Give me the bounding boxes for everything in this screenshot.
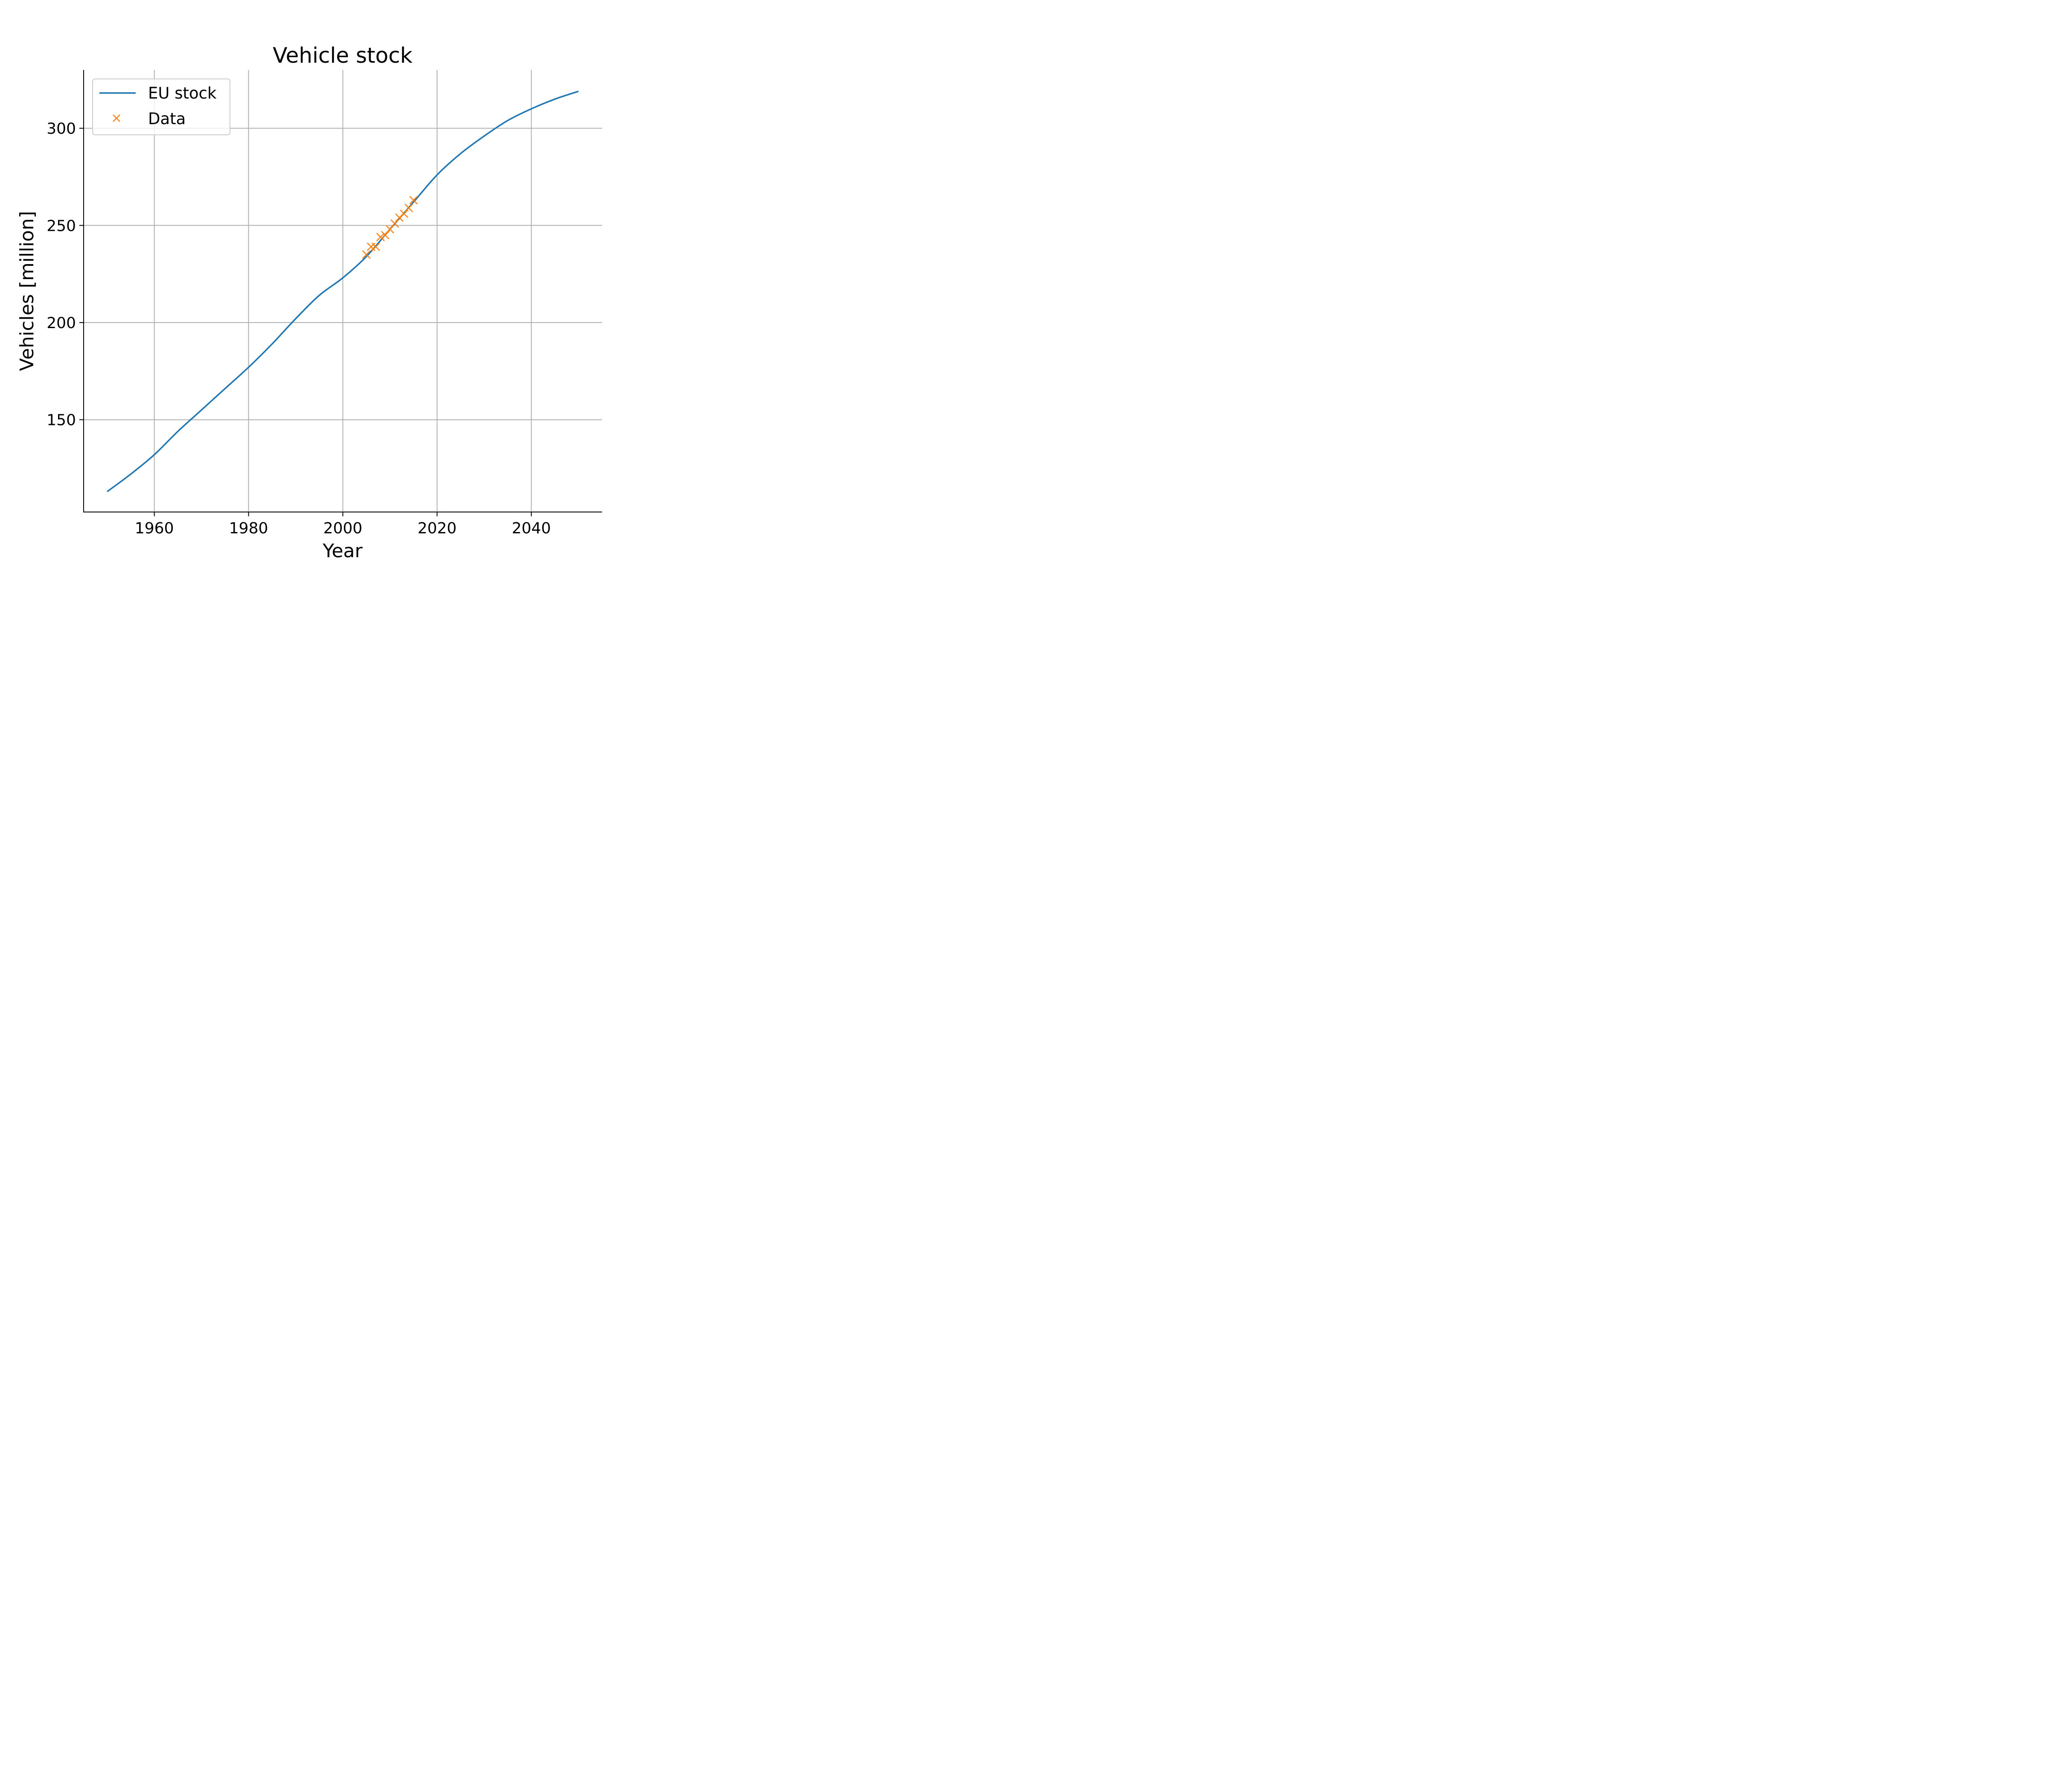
data-point-marker [362, 250, 371, 259]
legend: EU stock Data [92, 79, 230, 135]
data-point-marker [404, 204, 413, 212]
y-tick-label: 300 [47, 120, 76, 138]
y-axis-label: Vehicles [million] [16, 211, 38, 371]
x-tick-label: 1960 [135, 520, 174, 537]
data-point-marker [381, 231, 390, 239]
series-line-eu-stock [107, 90, 579, 492]
x-tick-label: 2040 [512, 520, 551, 537]
legend-label-data: Data [148, 110, 186, 128]
axis-ticks: 1960 1980 2000 2020 2040 150 200 250 300 [47, 120, 551, 537]
x-tick-label: 2020 [418, 520, 457, 537]
grid [84, 70, 602, 512]
x-tick-label: 2000 [323, 520, 363, 537]
y-tick-label: 200 [47, 314, 76, 332]
plot-area [107, 90, 579, 492]
y-tick-label: 150 [47, 412, 76, 429]
data-point-marker [386, 225, 394, 234]
chart: 1960 1980 2000 2020 2040 150 200 250 300 Vehicle… [16, 43, 602, 562]
chart-title: Vehicle stock [273, 43, 412, 68]
x-tick-label: 1980 [229, 520, 268, 537]
data-point-marker [395, 213, 404, 222]
legend-label-eu-stock: EU stock [148, 84, 217, 102]
x-axis-label: Year [322, 540, 363, 562]
y-tick-label: 250 [47, 217, 76, 235]
data-point-marker [371, 242, 380, 251]
data-point-marker [400, 209, 408, 218]
data-point-marker [376, 233, 385, 241]
legend-marker-swatch [113, 114, 120, 122]
data-point-marker [390, 219, 399, 228]
data-point-marker [409, 196, 418, 204]
